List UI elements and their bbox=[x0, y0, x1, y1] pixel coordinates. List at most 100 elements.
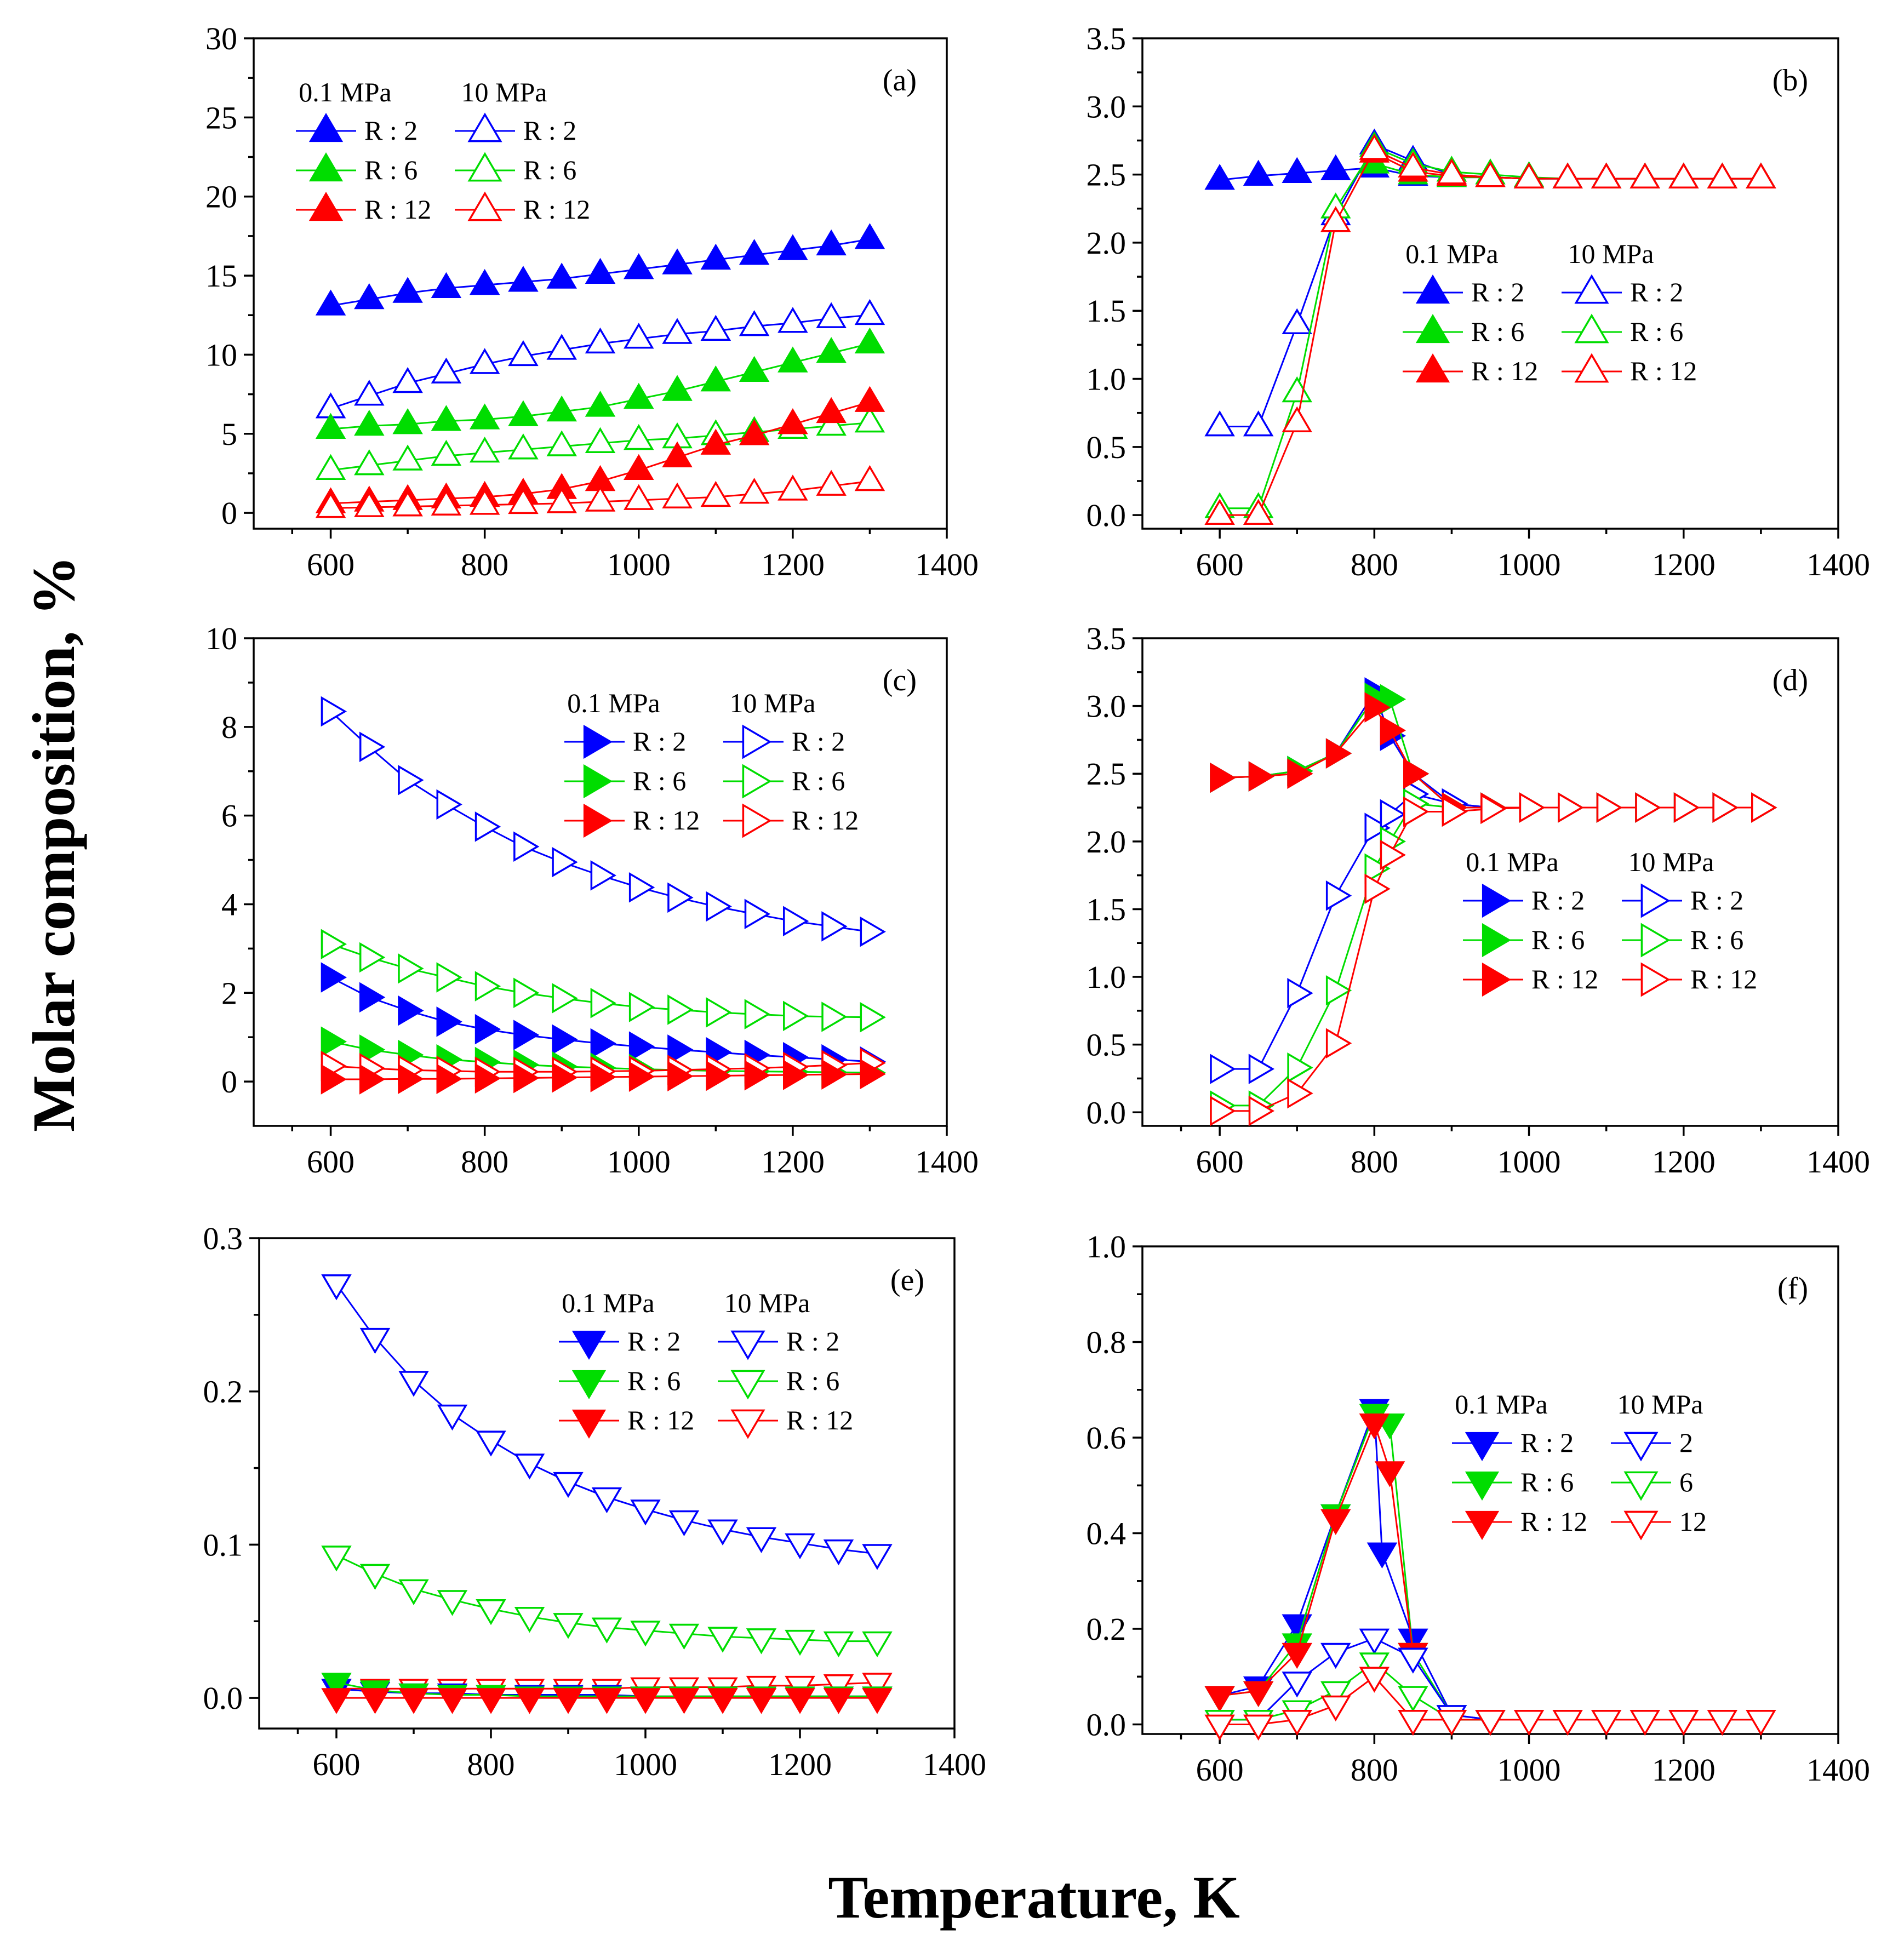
data-point bbox=[785, 1688, 815, 1714]
data-point bbox=[700, 314, 731, 341]
data-point bbox=[321, 1064, 347, 1095]
data-point bbox=[398, 1688, 429, 1714]
data-point bbox=[860, 1058, 886, 1090]
data-point bbox=[1380, 799, 1406, 830]
data-point bbox=[1364, 853, 1391, 884]
legend-label: R : 6 bbox=[633, 765, 686, 796]
legend-header: 0.1 MPa bbox=[1466, 846, 1558, 877]
series bbox=[1204, 1667, 1776, 1741]
data-point bbox=[630, 1500, 661, 1526]
data-point bbox=[321, 1546, 352, 1572]
data-point bbox=[777, 474, 808, 501]
legend-marker bbox=[1482, 923, 1511, 958]
legend-marker bbox=[742, 764, 772, 799]
data-point bbox=[739, 239, 770, 265]
data-point bbox=[1204, 1686, 1235, 1712]
legend-label: R : 6 bbox=[523, 154, 576, 185]
data-point bbox=[862, 1544, 893, 1570]
series bbox=[315, 299, 885, 419]
y-tick-label: 6 bbox=[221, 798, 237, 834]
data-point bbox=[315, 492, 346, 518]
x-tick-label: 1400 bbox=[915, 547, 979, 582]
data-point bbox=[1359, 134, 1390, 160]
data-point bbox=[1552, 162, 1583, 188]
data-point bbox=[354, 449, 385, 476]
data-point bbox=[1204, 1714, 1235, 1741]
data-point bbox=[553, 1688, 584, 1714]
y-tick-label: 3.5 bbox=[1087, 21, 1127, 56]
data-point bbox=[744, 899, 771, 930]
legend-label: R : 2 bbox=[786, 1326, 839, 1357]
data-point bbox=[436, 962, 462, 993]
data-point bbox=[630, 1688, 661, 1714]
data-point bbox=[398, 995, 424, 1026]
series-line bbox=[1220, 706, 1761, 809]
data-point bbox=[321, 1274, 352, 1301]
x-tick-label: 600 bbox=[1196, 1144, 1244, 1180]
x-tick-label: 1400 bbox=[1806, 1752, 1870, 1788]
data-point bbox=[552, 846, 578, 878]
x-tick-label: 600 bbox=[313, 1747, 361, 1782]
data-point bbox=[321, 1026, 347, 1057]
data-point bbox=[1364, 873, 1391, 905]
x-tick-label: 1000 bbox=[607, 1144, 671, 1180]
data-point bbox=[431, 405, 462, 431]
data-point bbox=[860, 916, 886, 947]
x-tick-label: 600 bbox=[1196, 1752, 1244, 1788]
legend: 0.1 MPa 10 MPa R : 2 R : 2 R : 6 R : 6 R : 12 R… bbox=[564, 688, 859, 838]
data-point bbox=[707, 1688, 738, 1714]
data-point bbox=[739, 478, 770, 504]
data-point bbox=[707, 1519, 738, 1546]
legend-label: R : 2 bbox=[364, 115, 418, 146]
legend-label: R : 12 bbox=[786, 1405, 853, 1435]
data-point bbox=[469, 403, 500, 430]
legend-header: 0.1 MPa bbox=[1455, 1389, 1547, 1420]
x-tick-label: 800 bbox=[1351, 1752, 1398, 1788]
legend-label: R : 2 bbox=[1690, 885, 1743, 915]
x-tick-label: 1200 bbox=[761, 1144, 825, 1180]
y-tick-label: 10 bbox=[205, 337, 237, 373]
data-point bbox=[700, 243, 731, 270]
legend-marker bbox=[1574, 353, 1609, 383]
data-point bbox=[700, 480, 731, 507]
data-point bbox=[392, 490, 423, 517]
x-tick-label: 1200 bbox=[1652, 1752, 1716, 1788]
data-point bbox=[552, 1062, 578, 1093]
data-point bbox=[1210, 1054, 1236, 1084]
plot-frame bbox=[1141, 37, 1839, 530]
data-point bbox=[392, 444, 423, 471]
legend-label: R : 12 bbox=[627, 1405, 694, 1435]
legend-label: R : 6 bbox=[364, 154, 418, 185]
data-point bbox=[354, 491, 385, 517]
data-point bbox=[590, 1028, 616, 1059]
data-point bbox=[667, 882, 694, 913]
series bbox=[321, 962, 886, 1077]
x-tick-label: 800 bbox=[1351, 547, 1398, 582]
series bbox=[315, 223, 885, 316]
data-point bbox=[359, 731, 386, 762]
panel-label: (a) bbox=[883, 64, 917, 98]
data-point bbox=[585, 391, 616, 417]
y-tick-label: 1.0 bbox=[1087, 362, 1127, 397]
data-point bbox=[624, 382, 654, 409]
data-point bbox=[591, 1487, 622, 1514]
data-point bbox=[1320, 154, 1351, 181]
data-point bbox=[1287, 758, 1313, 789]
data-point bbox=[816, 409, 847, 436]
data-point bbox=[546, 262, 577, 289]
data-point bbox=[436, 1006, 462, 1037]
data-point bbox=[591, 1688, 622, 1714]
data-point bbox=[1635, 792, 1661, 823]
legend-header: 10 MPa bbox=[730, 688, 816, 718]
data-point bbox=[553, 1613, 584, 1639]
series-line bbox=[1219, 1412, 1453, 1715]
data-point bbox=[476, 1599, 506, 1626]
data-point bbox=[862, 1631, 893, 1658]
data-point bbox=[315, 454, 346, 480]
data-point bbox=[668, 1510, 700, 1537]
data-point bbox=[513, 831, 540, 862]
data-point bbox=[854, 465, 885, 491]
data-point bbox=[1243, 159, 1274, 186]
data-point bbox=[821, 1002, 848, 1032]
data-point bbox=[1243, 1714, 1274, 1741]
